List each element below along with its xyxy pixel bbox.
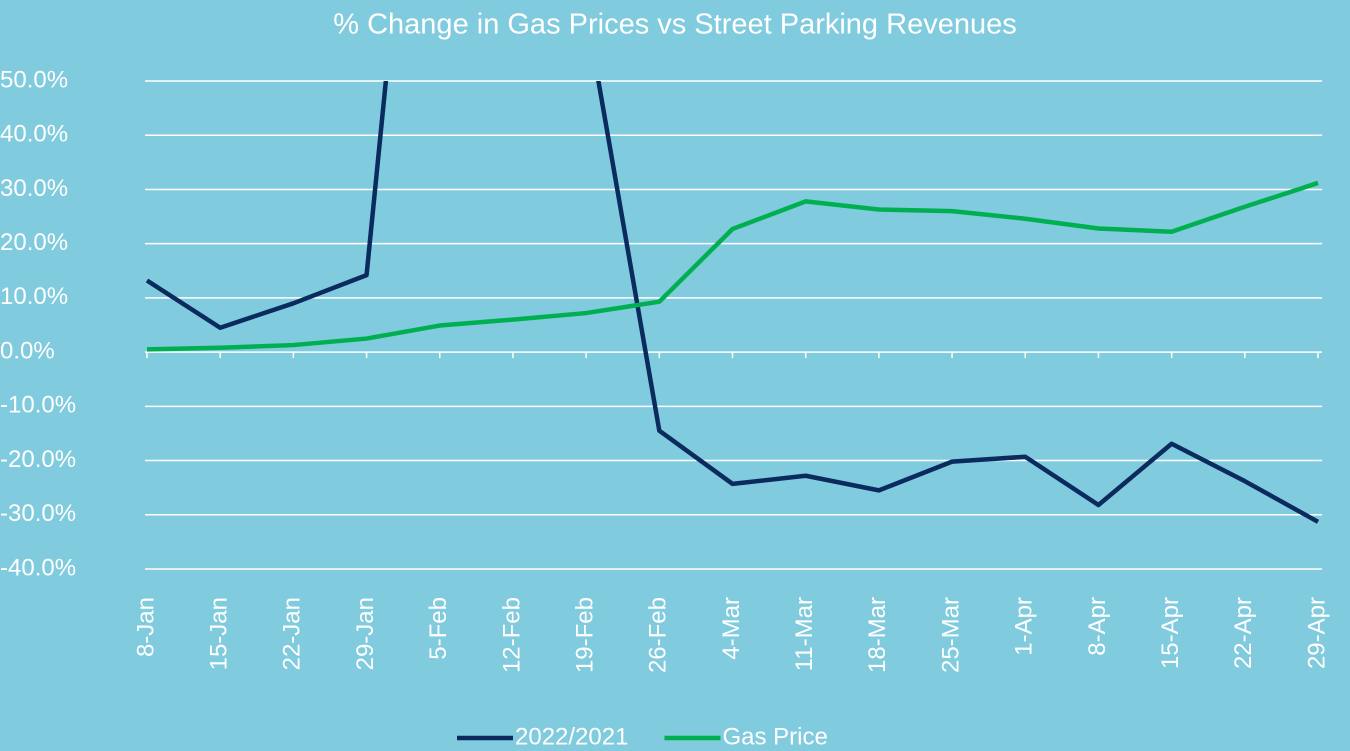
x-tick-label: 12-Feb: [498, 597, 525, 673]
x-tick-label: 15-Jan: [206, 597, 233, 670]
x-tick-label: 18-Mar: [864, 597, 891, 673]
x-tick-label: 29-Apr: [1303, 597, 1330, 669]
y-tick-label: 30.0%: [0, 175, 68, 202]
y-tick-label: -10.0%: [0, 392, 76, 419]
x-tick-label: 22-Jan: [279, 597, 306, 670]
x-tick-label: 29-Jan: [352, 597, 379, 670]
y-tick-label: -40.0%: [0, 554, 76, 581]
x-tick-label: 8-Jan: [132, 597, 159, 657]
y-tick-label: 20.0%: [0, 229, 68, 256]
plot-lines: [145, 81, 1320, 524]
y-tick-label: 40.0%: [0, 121, 68, 148]
x-tick-label: 15-Apr: [1157, 597, 1184, 669]
y-tick-label: 0.0%: [0, 337, 55, 364]
x-tick-label: 19-Feb: [571, 597, 598, 673]
x-tick-label: 1-Apr: [1011, 597, 1038, 656]
x-tick-label: 26-Feb: [645, 597, 672, 673]
x-tick-label: 25-Mar: [937, 597, 964, 673]
y-tick-label: 10.0%: [0, 283, 68, 310]
legend-label: 2022/2021: [515, 723, 628, 750]
y-tick-label: 50.0%: [0, 66, 68, 93]
x-tick-label: 8-Apr: [1084, 597, 1111, 656]
y-tick-label: -20.0%: [0, 446, 76, 473]
x-tick-label: 22-Apr: [1230, 597, 1257, 669]
legend-label: Gas Price: [722, 723, 827, 750]
x-tick-label: 11-Mar: [791, 597, 818, 671]
x-tick-label: 4-Mar: [718, 597, 745, 660]
series-line: [146, 180, 1319, 352]
x-tick-label: 5-Feb: [425, 597, 452, 660]
chart-title: % Change in Gas Prices vs Street Parking…: [333, 9, 1016, 41]
series-line: [145, 81, 1320, 524]
y-tick-label: -30.0%: [0, 500, 76, 527]
